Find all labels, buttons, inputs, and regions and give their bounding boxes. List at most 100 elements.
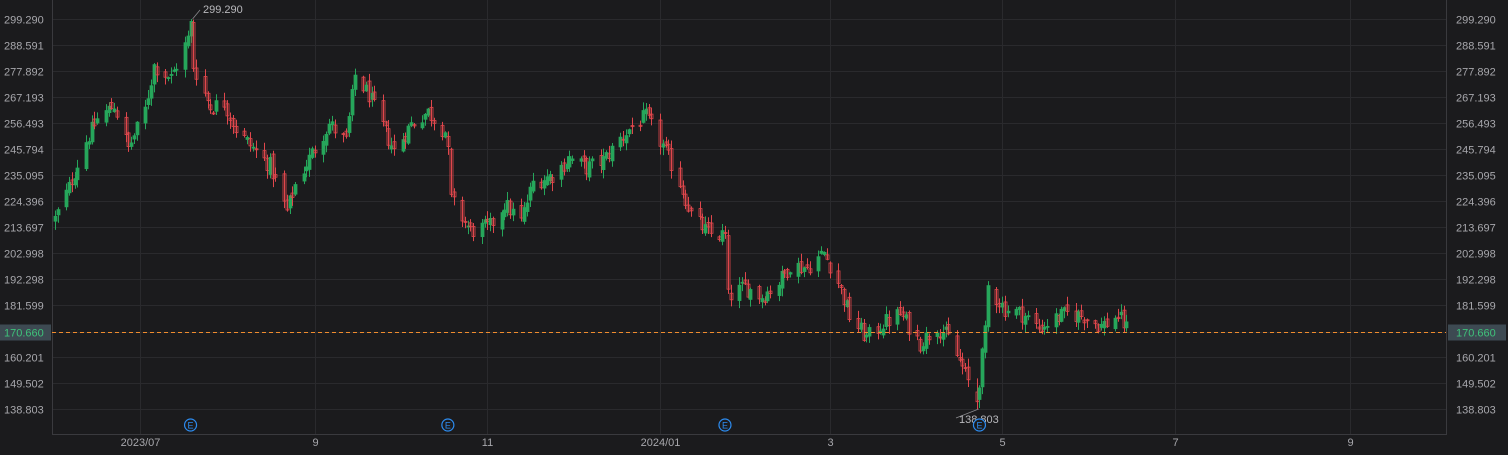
candle xyxy=(183,36,188,78)
candle xyxy=(432,117,437,131)
candle-body xyxy=(666,143,671,151)
candle xyxy=(765,286,770,304)
candle xyxy=(480,219,485,244)
candle-body xyxy=(364,84,369,92)
candle xyxy=(881,324,886,339)
candle xyxy=(115,106,120,120)
candle-body xyxy=(412,124,417,127)
candle-body xyxy=(347,116,352,133)
candle-body xyxy=(966,366,971,381)
candle-body xyxy=(550,177,555,183)
candle-body xyxy=(446,135,451,147)
candle-body xyxy=(248,138,253,147)
candle xyxy=(570,155,575,164)
candle xyxy=(1085,318,1090,328)
candle xyxy=(231,115,236,134)
candle-body xyxy=(661,143,666,148)
y-tick-label-left: 267.193 xyxy=(4,93,44,105)
candle-body xyxy=(799,261,804,273)
x-tick-label: 9 xyxy=(1347,437,1353,449)
candle-body xyxy=(867,327,872,337)
candle xyxy=(409,116,414,128)
candle-body xyxy=(627,129,632,135)
candle xyxy=(630,117,635,134)
candle-body xyxy=(273,174,278,178)
candle xyxy=(1079,304,1084,320)
candle-body xyxy=(1096,324,1101,332)
candle-body xyxy=(624,135,629,144)
candle xyxy=(146,90,151,110)
candle-body xyxy=(429,106,434,121)
earnings-marker[interactable]: E xyxy=(972,418,987,432)
candle-body xyxy=(590,158,595,162)
candle-body xyxy=(729,292,734,301)
candle-body xyxy=(203,76,208,94)
candle xyxy=(559,161,564,188)
candle-body xyxy=(904,314,909,319)
candle xyxy=(1093,319,1098,329)
candle-body xyxy=(1017,307,1022,310)
candle xyxy=(206,91,211,109)
candle-body xyxy=(644,108,649,115)
candle xyxy=(641,102,646,124)
candle xyxy=(1003,295,1008,321)
candle-body xyxy=(825,254,830,260)
candle-body xyxy=(638,124,643,127)
candle-body xyxy=(935,332,940,337)
candle xyxy=(839,283,844,295)
candle-body xyxy=(112,108,117,113)
candle-body xyxy=(587,161,592,178)
candle-body xyxy=(420,122,425,129)
y-tick-label-right: 202.998 xyxy=(1456,249,1496,261)
candle-body xyxy=(502,209,507,218)
candle-body xyxy=(698,208,703,217)
candle-body xyxy=(163,71,168,78)
candle xyxy=(983,320,988,359)
candle xyxy=(126,131,131,152)
earnings-marker[interactable]: E xyxy=(718,418,732,432)
candle xyxy=(420,115,425,130)
candle-body xyxy=(107,105,112,114)
candle xyxy=(828,261,833,279)
candle xyxy=(1105,312,1110,328)
candle xyxy=(347,112,352,138)
x-tick-label: 2023/07 xyxy=(121,437,161,449)
y-tick-label-left: 235.095 xyxy=(4,171,44,183)
candle xyxy=(802,266,807,278)
candle-body xyxy=(847,296,852,321)
candle-body xyxy=(449,148,454,195)
candle xyxy=(700,213,705,235)
candle-body xyxy=(254,148,259,151)
candle-body xyxy=(174,68,179,71)
candle-body xyxy=(1116,316,1121,319)
candle xyxy=(155,62,160,83)
candle-body xyxy=(864,334,869,338)
candle-body xyxy=(528,186,533,201)
candle-body xyxy=(960,358,965,367)
candle xyxy=(109,98,114,110)
candle xyxy=(887,310,892,334)
candle-body xyxy=(242,130,247,136)
candle-body xyxy=(155,66,160,76)
earnings-marker[interactable]: E xyxy=(183,418,198,432)
y-tick-label-left: 299.290 xyxy=(4,15,44,27)
candle xyxy=(502,203,507,221)
candle xyxy=(528,182,533,207)
candle-body xyxy=(678,167,683,188)
candle-body xyxy=(262,150,267,159)
candle-body xyxy=(189,21,194,37)
candle-body xyxy=(1105,318,1110,327)
candle-body xyxy=(344,130,349,137)
candle xyxy=(624,129,629,151)
earnings-marker[interactable]: E xyxy=(441,418,455,432)
x-axis: 2023/07 9 11 2024/01 3 5 7 9 xyxy=(121,437,1354,449)
x-tick-label: 7 xyxy=(1172,437,1178,449)
y-tick-label-right: 138.803 xyxy=(1456,405,1496,417)
y-tick-label-left: 181.599 xyxy=(4,301,44,313)
candle xyxy=(344,128,349,139)
candle-body xyxy=(918,338,923,352)
candle xyxy=(847,292,852,323)
candle-body xyxy=(491,218,496,226)
candle xyxy=(808,261,813,276)
